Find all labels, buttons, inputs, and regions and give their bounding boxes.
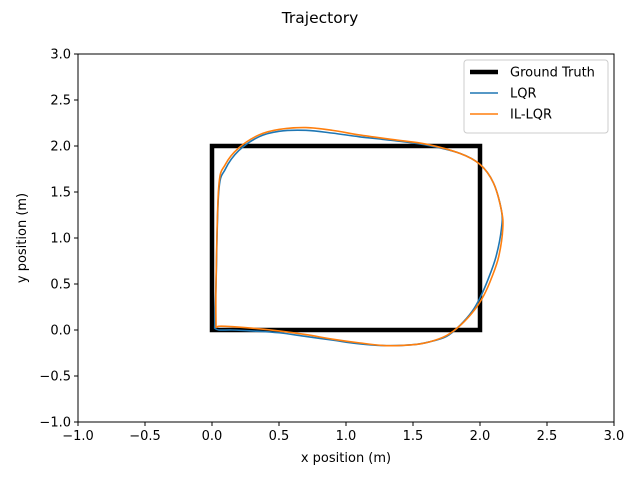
x-tick-label: 1.5 bbox=[403, 429, 424, 444]
y-tick-label: 2.0 bbox=[50, 140, 71, 155]
x-tick-label: 1.0 bbox=[336, 429, 357, 444]
il-lqr-line bbox=[215, 126, 504, 347]
legend-label-ground-truth: Ground Truth bbox=[510, 66, 595, 81]
legend-box bbox=[463, 59, 609, 134]
x-tick-label: −1.0 bbox=[62, 429, 94, 444]
y-tick-label: −0.5 bbox=[39, 370, 71, 385]
x-tick-label: 3.0 bbox=[604, 429, 625, 444]
y-tick-label: 1.5 bbox=[50, 186, 71, 201]
y-axis: −1.0 −0.5 0.0 0.5 1.0 1.5 2.0 2.5 3.0 bbox=[39, 48, 78, 431]
y-tick-label: 0.5 bbox=[50, 278, 71, 293]
x-axis: −1.0 −0.5 0.0 0.5 1.0 1.5 2.0 2.5 3.0 bbox=[62, 422, 624, 444]
legend-label-il-lqr: IL-LQR bbox=[510, 108, 552, 123]
lqr-line bbox=[213, 129, 504, 347]
chart-title: Trajectory bbox=[281, 9, 359, 27]
y-tick-label: −1.0 bbox=[39, 416, 71, 431]
y-tick-label: 3.0 bbox=[50, 48, 71, 63]
y-tick-label: 0.0 bbox=[50, 324, 71, 339]
x-tick-label: −0.5 bbox=[129, 429, 161, 444]
legend: Ground Truth LQR IL-LQR bbox=[463, 59, 609, 134]
x-tick-label: 2.0 bbox=[470, 429, 491, 444]
x-axis-label: x position (m) bbox=[301, 451, 391, 466]
x-tick-label: 0.5 bbox=[269, 429, 290, 444]
ground-truth-line bbox=[209, 143, 483, 333]
y-tick-label: 1.0 bbox=[50, 232, 71, 247]
x-tick-label: 0.0 bbox=[202, 429, 223, 444]
legend-label-lqr: LQR bbox=[510, 87, 537, 102]
y-tick-label: 2.5 bbox=[50, 94, 71, 109]
y-axis-label: y position (m) bbox=[15, 193, 30, 283]
plot-lines bbox=[209, 126, 504, 347]
x-tick-label: 2.5 bbox=[537, 429, 558, 444]
